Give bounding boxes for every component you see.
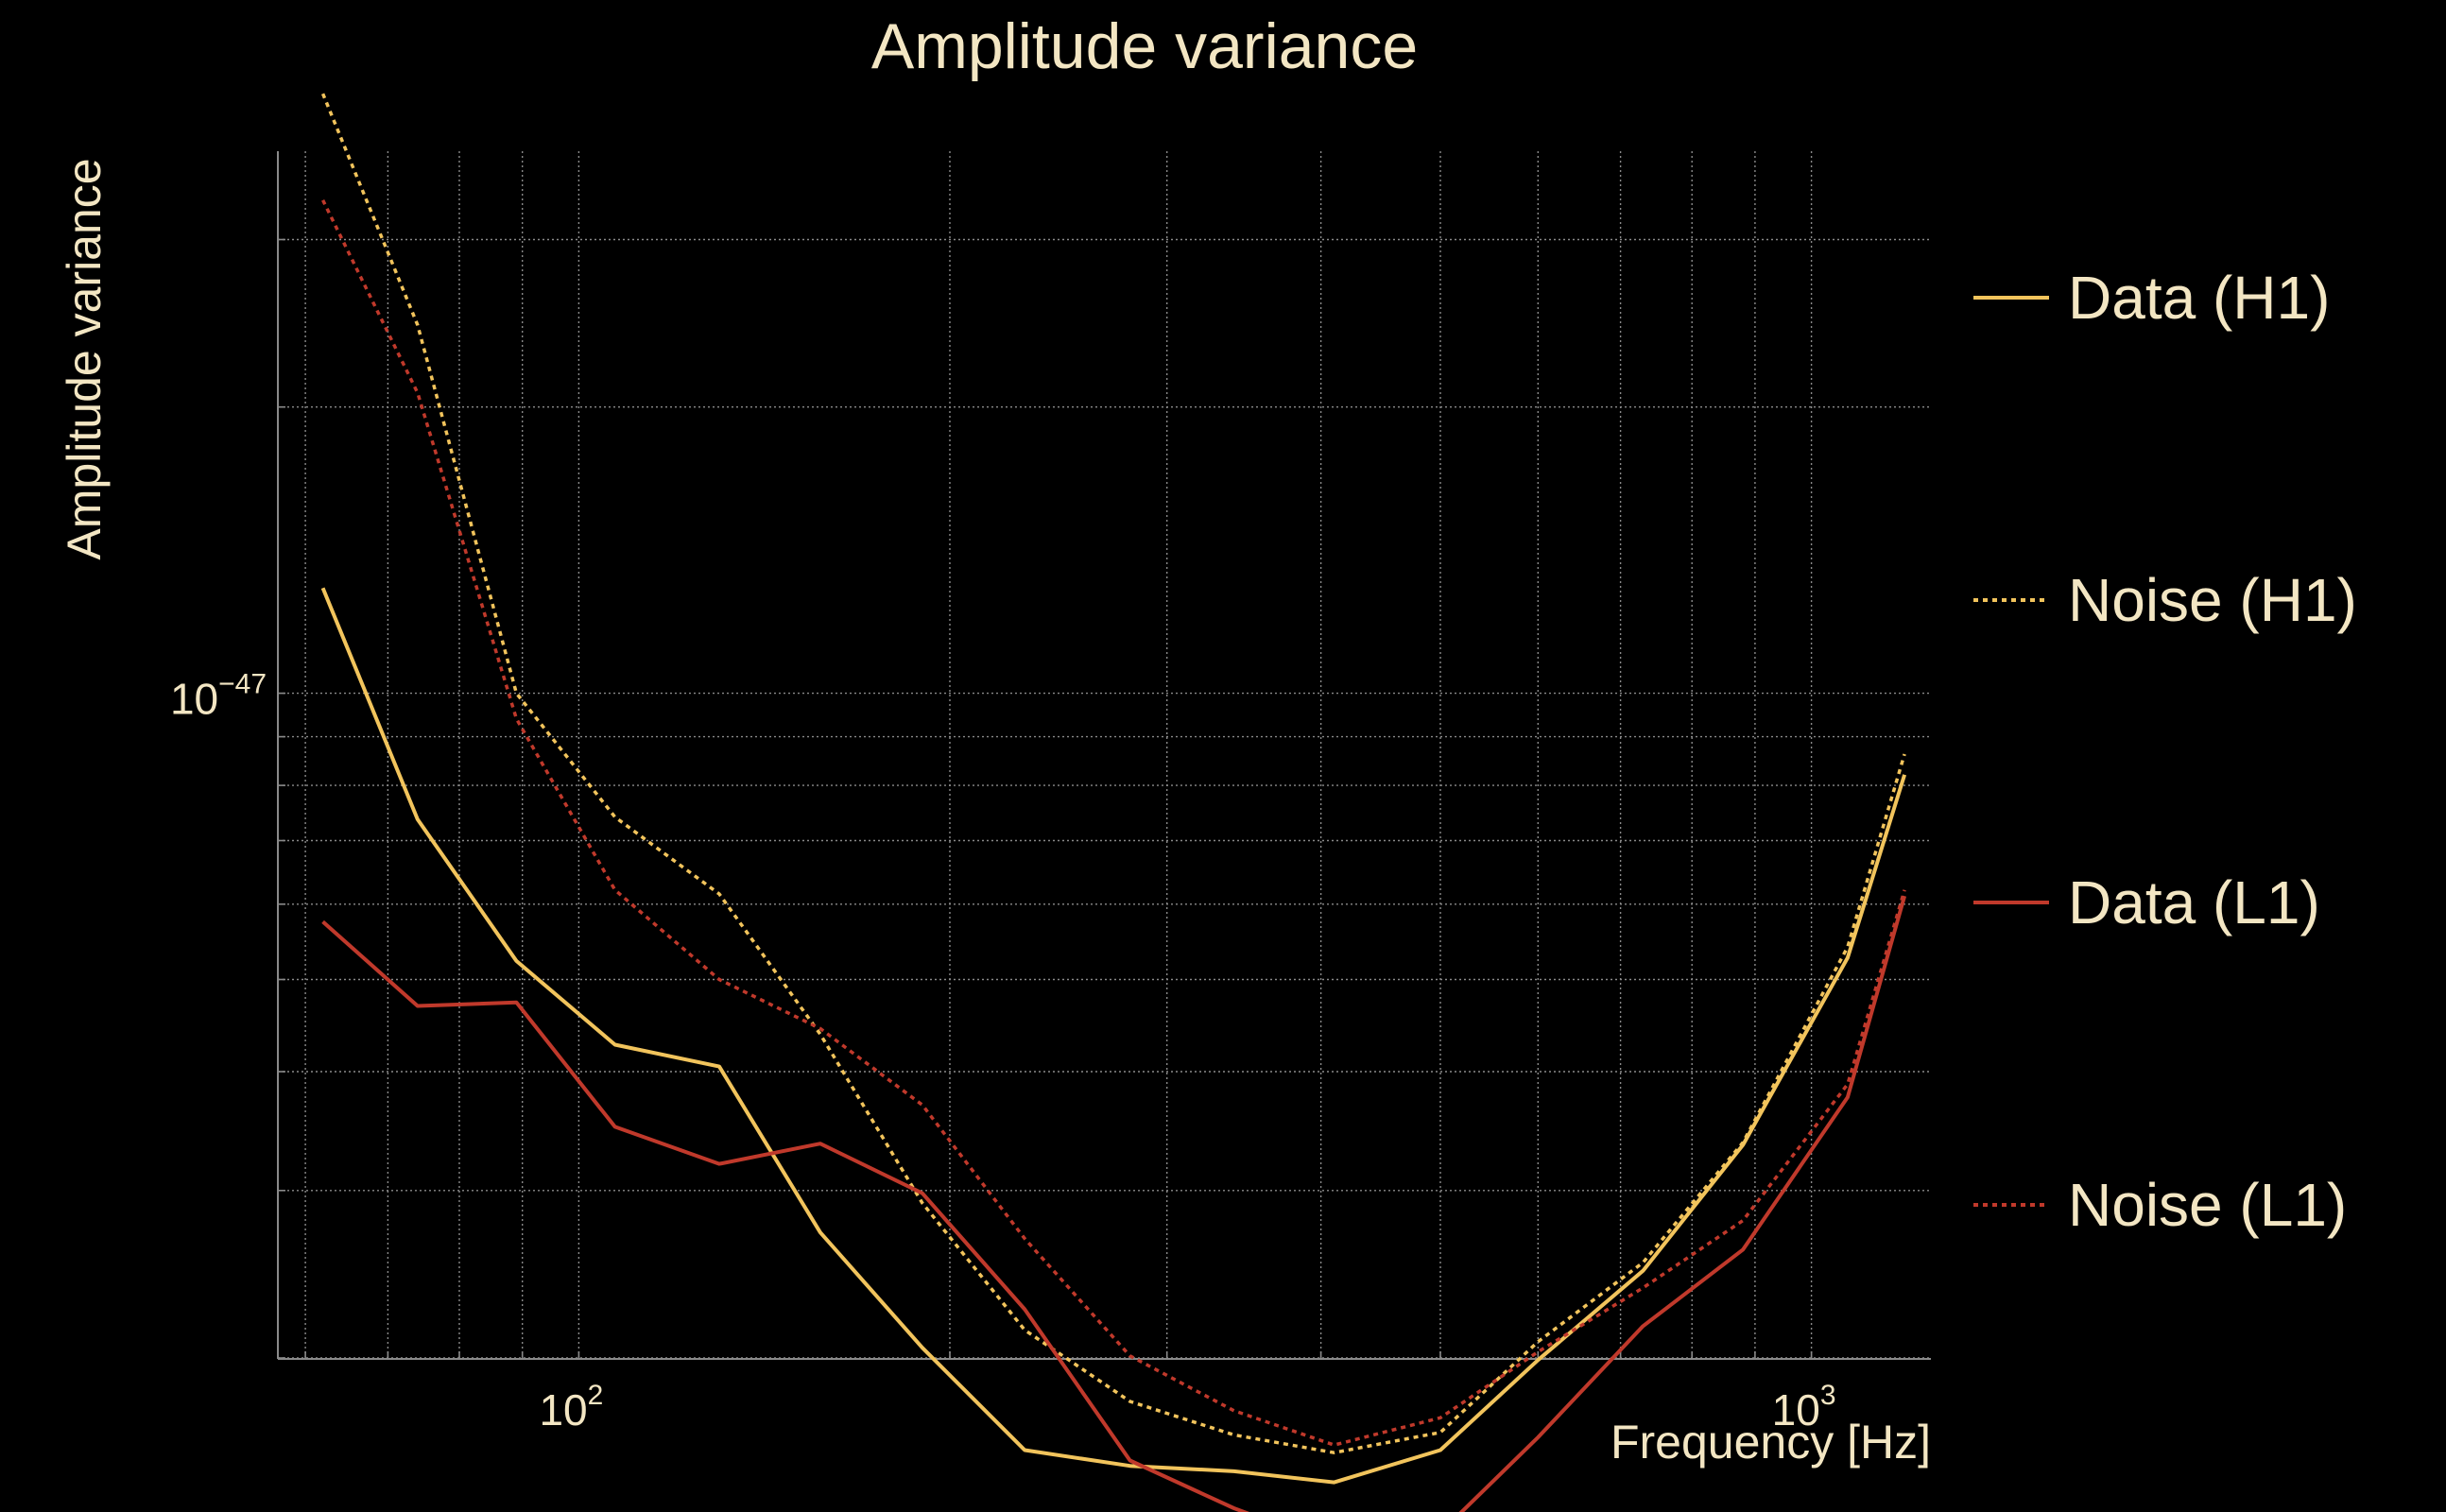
y-tick-label: 10−47: [170, 669, 267, 724]
series-layer: [320, 93, 1907, 1512]
series-line-data-h1: [320, 587, 1907, 1485]
series-line-noise-h1: [320, 93, 1906, 1454]
legend-label-data-l1: Data (L1): [2068, 868, 2320, 936]
chart-title: Amplitude variance: [871, 10, 1418, 82]
x-tick-label: 103: [1772, 1380, 1836, 1435]
y-axis-label: Amplitude variance: [58, 158, 111, 559]
series-line-noise-l1: [321, 199, 1906, 1447]
grid-layer: [278, 151, 1931, 1359]
legend: Data (H1) Noise (H1) Data (L1) Noise (L1): [1973, 264, 2357, 1239]
legend-label-noise-l1: Noise (L1): [2068, 1171, 2347, 1239]
legend-label-noise-h1: Noise (H1): [2068, 566, 2357, 634]
legend-label-data-h1: Data (H1): [2068, 264, 2330, 332]
axes-layer: 102 103 10−47: [170, 151, 1931, 1435]
series-line-data-l1: [321, 895, 1907, 1512]
x-tick-label: 102: [539, 1380, 603, 1435]
x-axis-label: Frequency [Hz]: [1611, 1416, 1931, 1469]
